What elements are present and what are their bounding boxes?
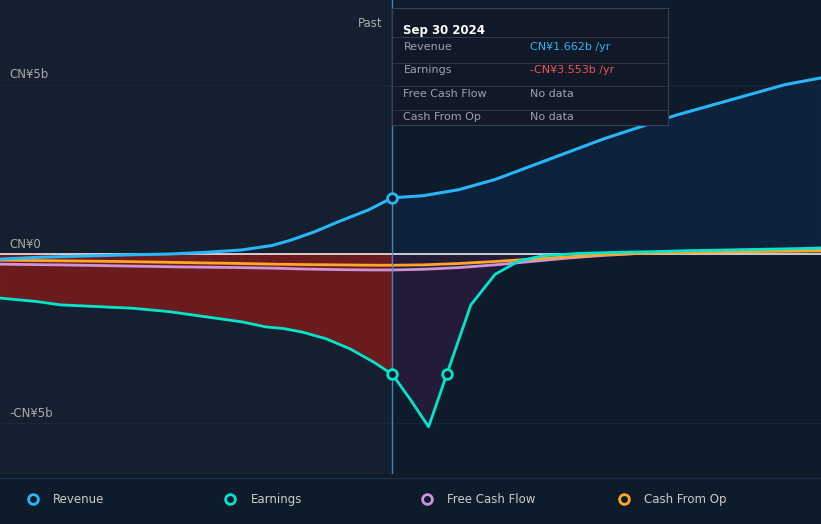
Text: Earnings: Earnings — [403, 66, 452, 75]
Text: -CN¥5b: -CN¥5b — [10, 407, 53, 420]
Text: Revenue: Revenue — [53, 493, 105, 506]
Text: Free Cash Flow: Free Cash Flow — [403, 89, 487, 99]
Text: No data: No data — [530, 112, 574, 122]
Text: Analysts Forecasts: Analysts Forecasts — [410, 17, 521, 30]
Text: Earnings: Earnings — [250, 493, 302, 506]
Text: Cash From Op: Cash From Op — [644, 493, 727, 506]
Text: CN¥0: CN¥0 — [10, 238, 41, 250]
Text: CN¥1.662b /yr: CN¥1.662b /yr — [530, 42, 611, 52]
Text: Sep 30 2024: Sep 30 2024 — [403, 24, 485, 37]
Bar — [0, 0, 392, 474]
Text: Free Cash Flow: Free Cash Flow — [447, 493, 536, 506]
Text: No data: No data — [530, 89, 574, 99]
Text: -CN¥3.553b /yr: -CN¥3.553b /yr — [530, 66, 615, 75]
Text: CN¥5b: CN¥5b — [10, 68, 49, 81]
Text: Revenue: Revenue — [403, 42, 452, 52]
Text: Past: Past — [358, 17, 383, 30]
Text: Cash From Op: Cash From Op — [403, 112, 481, 122]
